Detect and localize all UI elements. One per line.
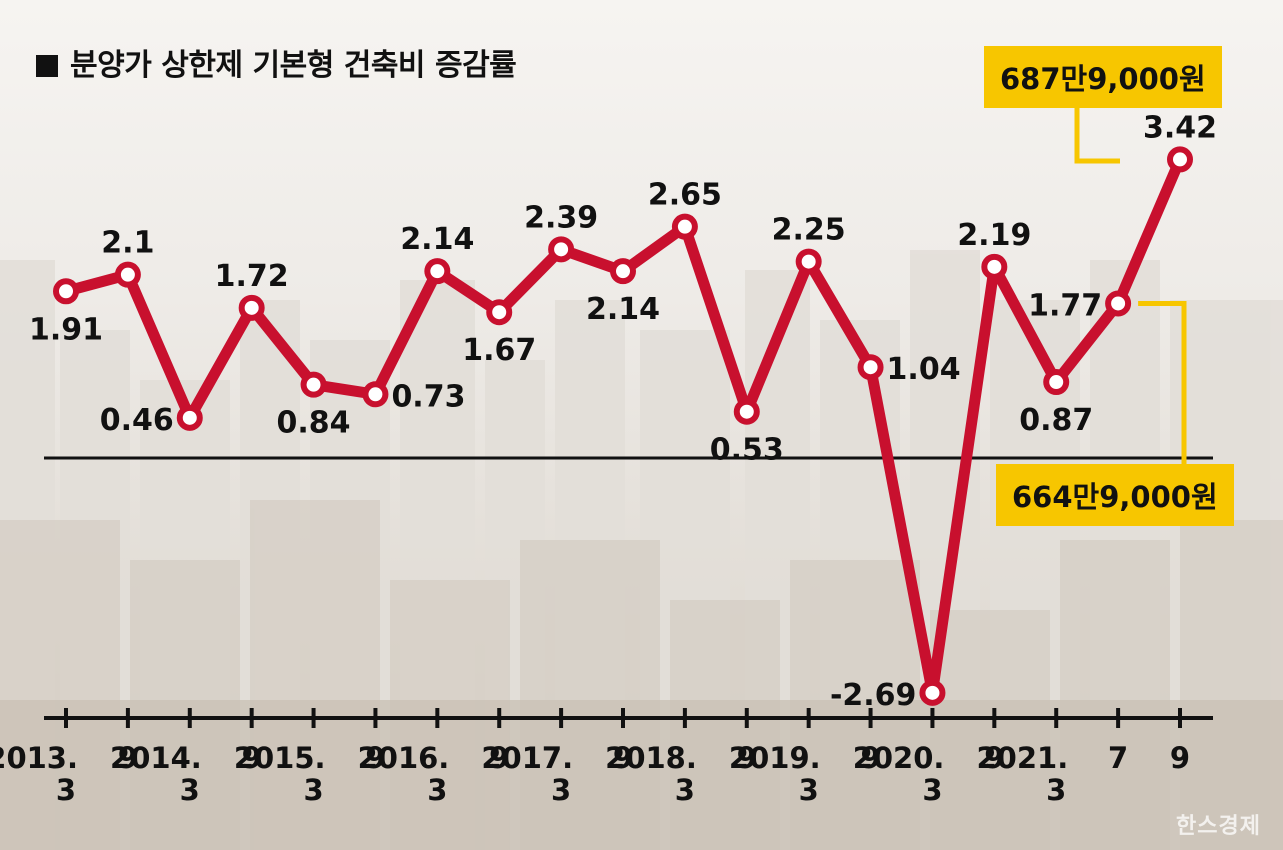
data-point-2018.9	[733, 398, 760, 425]
value-label-2015.9: 0.73	[391, 379, 465, 414]
data-point-2021.3	[1043, 369, 1070, 396]
value-label-2013.9: 2.1	[101, 226, 154, 261]
value-label-2018.3: 2.65	[648, 178, 722, 213]
value-label-2021.3: 0.87	[1019, 403, 1093, 438]
data-point-2015.3	[300, 371, 327, 398]
data-point-2021.7	[1105, 290, 1132, 317]
x-tick-label-2018.9: 9	[737, 741, 757, 775]
callout-bottom-connector	[1138, 300, 1187, 466]
x-tick-sublabel-2020.3: 3	[922, 773, 942, 807]
callout-latest-cost: 687만9,000원	[984, 46, 1222, 108]
x-tick-label-2021.9: 9	[1170, 741, 1190, 775]
x-tick-sublabel-2014.3: 3	[180, 773, 200, 807]
x-tick-sublabel-2018.3: 3	[675, 773, 695, 807]
value-label-2014.9: 1.72	[215, 259, 289, 294]
x-tick-label-2019.9: 9	[860, 741, 880, 775]
data-point-2017.3	[548, 236, 575, 263]
data-point-2020.3	[919, 679, 946, 706]
value-label-2014.3: 0.46	[100, 403, 174, 438]
chart-title: 분양가 상한제 기본형 건축비 증감률	[36, 40, 517, 84]
callout-previous-cost: 664만9,000원	[996, 464, 1234, 526]
x-tick-label-2016.3: 2016.	[358, 741, 450, 775]
x-tick-sublabel-2019.3: 3	[799, 773, 819, 807]
data-point-2017.9	[610, 258, 636, 285]
callout-connectors	[1074, 104, 1187, 466]
x-tick-sublabel-2013.3: 3	[56, 773, 76, 807]
chart-title-text: 분양가 상한제 기본형 건축비 증감률	[70, 48, 517, 83]
data-points	[53, 146, 1193, 706]
data-point-2016.9	[486, 299, 513, 326]
x-tick-label-2015.9: 9	[365, 741, 385, 775]
data-point-2019.9	[857, 354, 884, 381]
data-point-2013.9	[114, 261, 141, 288]
value-label-2015.3: 0.84	[277, 406, 351, 441]
value-label-2013.3: 1.91	[29, 312, 103, 347]
x-tick-label-2016.9: 9	[489, 741, 509, 775]
data-point-2015.9	[362, 381, 389, 408]
x-tick-sublabel-2016.3: 3	[427, 773, 447, 807]
x-tick-label-2015.3: 2015.	[234, 741, 326, 775]
value-label-2020.3: -2.69	[830, 678, 916, 713]
x-tick-sublabel-2021.3: 3	[1046, 773, 1066, 807]
value-label-2020.9: 2.19	[957, 218, 1031, 253]
data-point-2020.9	[981, 253, 1008, 280]
value-label-2018.9: 0.53	[710, 433, 784, 468]
x-tick-label-2017.9: 9	[613, 741, 633, 775]
data-point-2016.3	[424, 258, 451, 285]
x-tick-label-2020.9: 9	[984, 741, 1004, 775]
x-tick-sublabel-2017.3: 3	[551, 773, 571, 807]
value-label-2017.3: 2.39	[524, 200, 598, 235]
value-label-2016.9: 1.67	[462, 333, 536, 368]
value-labels: 1.91 2.1 0.46 1.72 0.84 0.73 2.14 1.67 2.39 2.14 2…	[29, 110, 1217, 712]
value-label-2017.9: 2.14	[586, 292, 660, 327]
x-tick-sublabel-2015.3: 3	[303, 773, 323, 807]
data-point-2019.3	[795, 248, 822, 275]
chart-axes	[44, 456, 1213, 720]
x-tick-label-2021.7: 7	[1108, 741, 1128, 775]
callout-top-connector	[1074, 104, 1120, 164]
value-label-2019.9: 1.04	[887, 352, 961, 387]
x-axis-ticks: 2013.392014.392015.392016.392017.392018.…	[0, 708, 1190, 807]
value-label-2019.3: 2.25	[772, 213, 846, 248]
x-tick-label-2018.3: 2018.	[605, 741, 697, 775]
data-point-2013.3	[53, 278, 79, 305]
data-point-2014.3	[176, 404, 203, 431]
data-point-2021.9	[1167, 146, 1193, 173]
x-tick-label-2017.3: 2017.	[481, 741, 573, 775]
data-point-2014.9	[238, 294, 265, 321]
x-tick-label-2021.3: 2021.	[976, 741, 1068, 775]
value-label-2016.3: 2.14	[400, 222, 474, 257]
x-tick-label-2020.3: 2020.	[853, 741, 945, 775]
title-square-icon	[36, 55, 58, 77]
x-tick-label-2014.3: 2014.	[110, 741, 202, 775]
value-label-2021.9: 3.42	[1143, 110, 1217, 145]
x-tick-label-2014.9: 9	[242, 741, 262, 775]
x-tick-label-2013.9: 9	[118, 741, 138, 775]
value-label-2021.7: 1.77	[1028, 288, 1102, 323]
data-point-2018.3	[671, 213, 698, 240]
watermark-logo: 한스경제	[1176, 814, 1261, 839]
x-tick-label-2019.3: 2019.	[729, 741, 821, 775]
